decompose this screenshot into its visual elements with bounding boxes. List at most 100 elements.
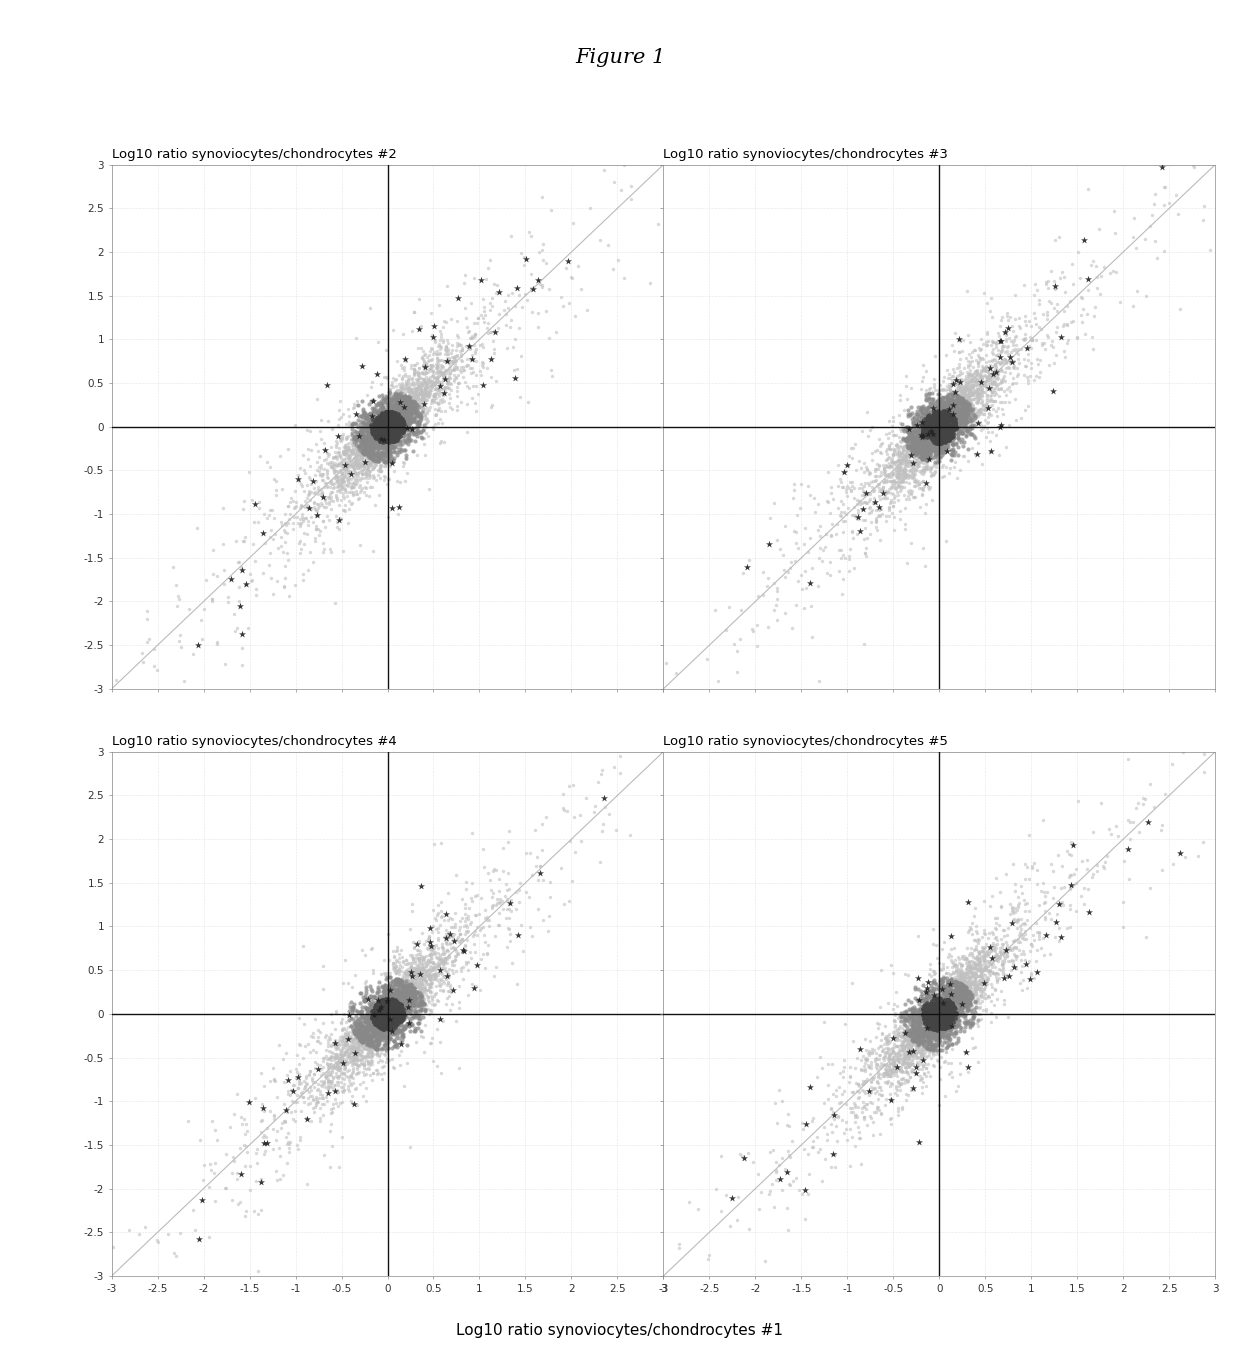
Point (213, 572, 233, 594)
Point (418, 952, 438, 974)
Point (954, 992, 973, 1014)
Point (910, 399, 930, 421)
Point (925, 1022, 945, 1044)
Point (401, 407, 420, 429)
Point (356, 462, 376, 484)
Point (355, 450, 374, 472)
Point (888, 1024, 908, 1045)
Point (361, 405, 381, 427)
Point (885, 443, 905, 465)
Point (879, 505, 899, 527)
Point (961, 981, 981, 1003)
Point (401, 973, 420, 995)
Point (428, 358, 448, 380)
Point (903, 1077, 923, 1099)
Point (942, 434, 962, 456)
Point (1060, 864, 1080, 886)
Point (435, 368, 455, 390)
Point (532, 187, 552, 209)
Point (951, 402, 971, 424)
Point (937, 947, 957, 969)
Point (921, 421, 941, 443)
Point (373, 445, 393, 466)
Point (910, 432, 930, 454)
Point (889, 1051, 909, 1073)
Point (1048, 844, 1068, 866)
Point (370, 435, 389, 457)
Point (996, 938, 1016, 960)
Point (374, 435, 394, 457)
Point (900, 450, 920, 472)
Point (918, 995, 937, 1017)
Point (1146, 230, 1166, 252)
Point (836, 482, 856, 504)
Point (981, 405, 1001, 427)
Point (343, 1048, 363, 1070)
Point (357, 1017, 377, 1039)
Point (893, 468, 913, 490)
Point (378, 1000, 398, 1022)
Point (367, 1017, 387, 1039)
Point (399, 392, 419, 414)
Point (975, 923, 994, 945)
Point (928, 438, 947, 460)
Point (399, 1011, 419, 1033)
Point (335, 1063, 355, 1085)
Point (880, 1072, 900, 1093)
Point (347, 1019, 367, 1041)
Point (315, 488, 335, 510)
Point (376, 975, 396, 997)
Point (926, 417, 946, 439)
Point (956, 386, 976, 407)
Point (321, 1072, 341, 1093)
Point (394, 394, 414, 416)
Point (854, 1109, 874, 1131)
Point (379, 434, 399, 456)
Point (308, 440, 327, 462)
Point (374, 429, 394, 451)
Point (371, 1022, 391, 1044)
Point (398, 402, 418, 424)
Point (326, 505, 346, 527)
Point (374, 416, 394, 438)
Point (391, 438, 410, 460)
Point (880, 1089, 900, 1111)
Point (289, 1033, 309, 1055)
Point (386, 387, 405, 409)
Point (841, 438, 861, 460)
Point (1152, 819, 1172, 841)
Point (305, 530, 325, 552)
Point (942, 434, 962, 456)
Point (915, 438, 935, 460)
Point (951, 379, 971, 401)
Point (381, 999, 401, 1021)
Point (931, 978, 951, 1000)
Point (895, 1025, 915, 1047)
Point (945, 991, 965, 1013)
Point (381, 442, 401, 464)
Point (347, 453, 367, 475)
Point (987, 399, 1007, 421)
Point (951, 965, 971, 986)
Point (455, 922, 475, 944)
Point (346, 1024, 366, 1045)
Point (941, 969, 961, 991)
Point (878, 1059, 898, 1081)
Point (392, 413, 412, 435)
Point (977, 370, 997, 392)
Point (422, 985, 441, 1007)
Point (986, 336, 1006, 358)
Point (930, 992, 950, 1014)
Point (404, 358, 424, 380)
Point (352, 428, 372, 450)
Point (962, 1011, 982, 1033)
Point (409, 944, 429, 966)
Point (925, 440, 945, 462)
Point (374, 1000, 394, 1022)
Point (357, 416, 377, 438)
Point (372, 417, 392, 439)
Point (440, 975, 460, 997)
Point (218, 591, 238, 613)
Point (322, 1047, 342, 1069)
Point (405, 958, 425, 980)
